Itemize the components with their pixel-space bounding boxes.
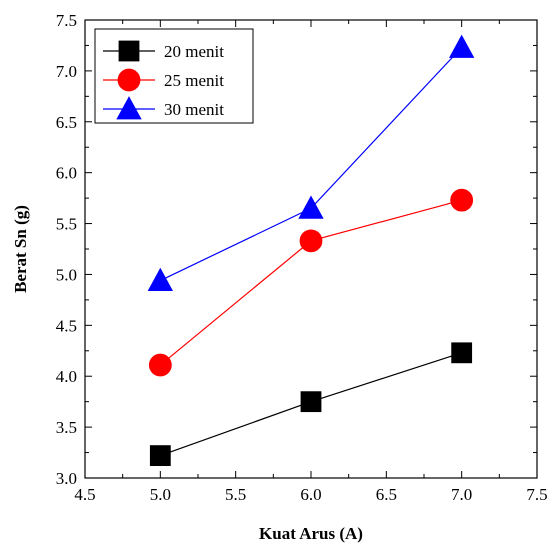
x-tick-label: 5.0 <box>150 485 171 504</box>
legend-marker-2 <box>117 68 141 92</box>
legend-label-3: 30 menit <box>164 100 224 119</box>
y-tick-label: 5.5 <box>56 215 77 234</box>
data-point-2-3 <box>450 188 474 212</box>
legend-label-2: 25 menit <box>164 71 224 90</box>
legend-marker-1 <box>118 40 140 62</box>
data-point-3-1 <box>147 267 174 291</box>
y-tick-label: 6.5 <box>56 113 77 132</box>
x-tick-label: 5.5 <box>225 485 246 504</box>
y-axis-title: Berat Sn (g) <box>11 205 30 293</box>
legend-marker-3 <box>116 96 142 120</box>
data-point-1-2 <box>300 391 322 413</box>
y-tick-label: 3.5 <box>56 418 77 437</box>
axis-ticks: 4.5 5.0 5.5 6.0 6.5 7.0 7.5 3.0 3.5 4.0 4.5 5.0 5.5 6… <box>56 11 548 504</box>
x-tick-label: 7.5 <box>526 485 547 504</box>
x-tick-label: 7.0 <box>451 485 472 504</box>
data-point-3-3 <box>448 34 475 58</box>
x-tick-label: 6.5 <box>376 485 397 504</box>
data-point-1-3 <box>451 342 473 364</box>
y-tick-label: 4.0 <box>56 367 77 386</box>
legend-label-1: 20 menit <box>164 42 224 61</box>
y-tick-label: 4.5 <box>56 316 77 335</box>
x-tick-label: 6.0 <box>300 485 321 504</box>
y-tick-label: 7.0 <box>56 62 77 81</box>
data-point-1-1 <box>149 445 171 467</box>
y-tick-label: 7.5 <box>56 11 77 30</box>
series-markers <box>147 34 475 467</box>
series-line-2 <box>159 199 462 366</box>
y-tick-label: 6.0 <box>56 164 77 183</box>
data-point-3-2 <box>298 195 324 219</box>
legend: 20 menit 25 menit 30 menit <box>94 28 254 124</box>
data-point-2-2 <box>299 229 323 253</box>
x-axis-title: Kuat Arus (A) <box>259 524 363 543</box>
y-tick-label: 3.0 <box>56 469 77 488</box>
y-tick-label: 5.0 <box>56 265 77 284</box>
x-tick-label: 4.5 <box>74 485 95 504</box>
data-point-2-1 <box>148 353 172 377</box>
